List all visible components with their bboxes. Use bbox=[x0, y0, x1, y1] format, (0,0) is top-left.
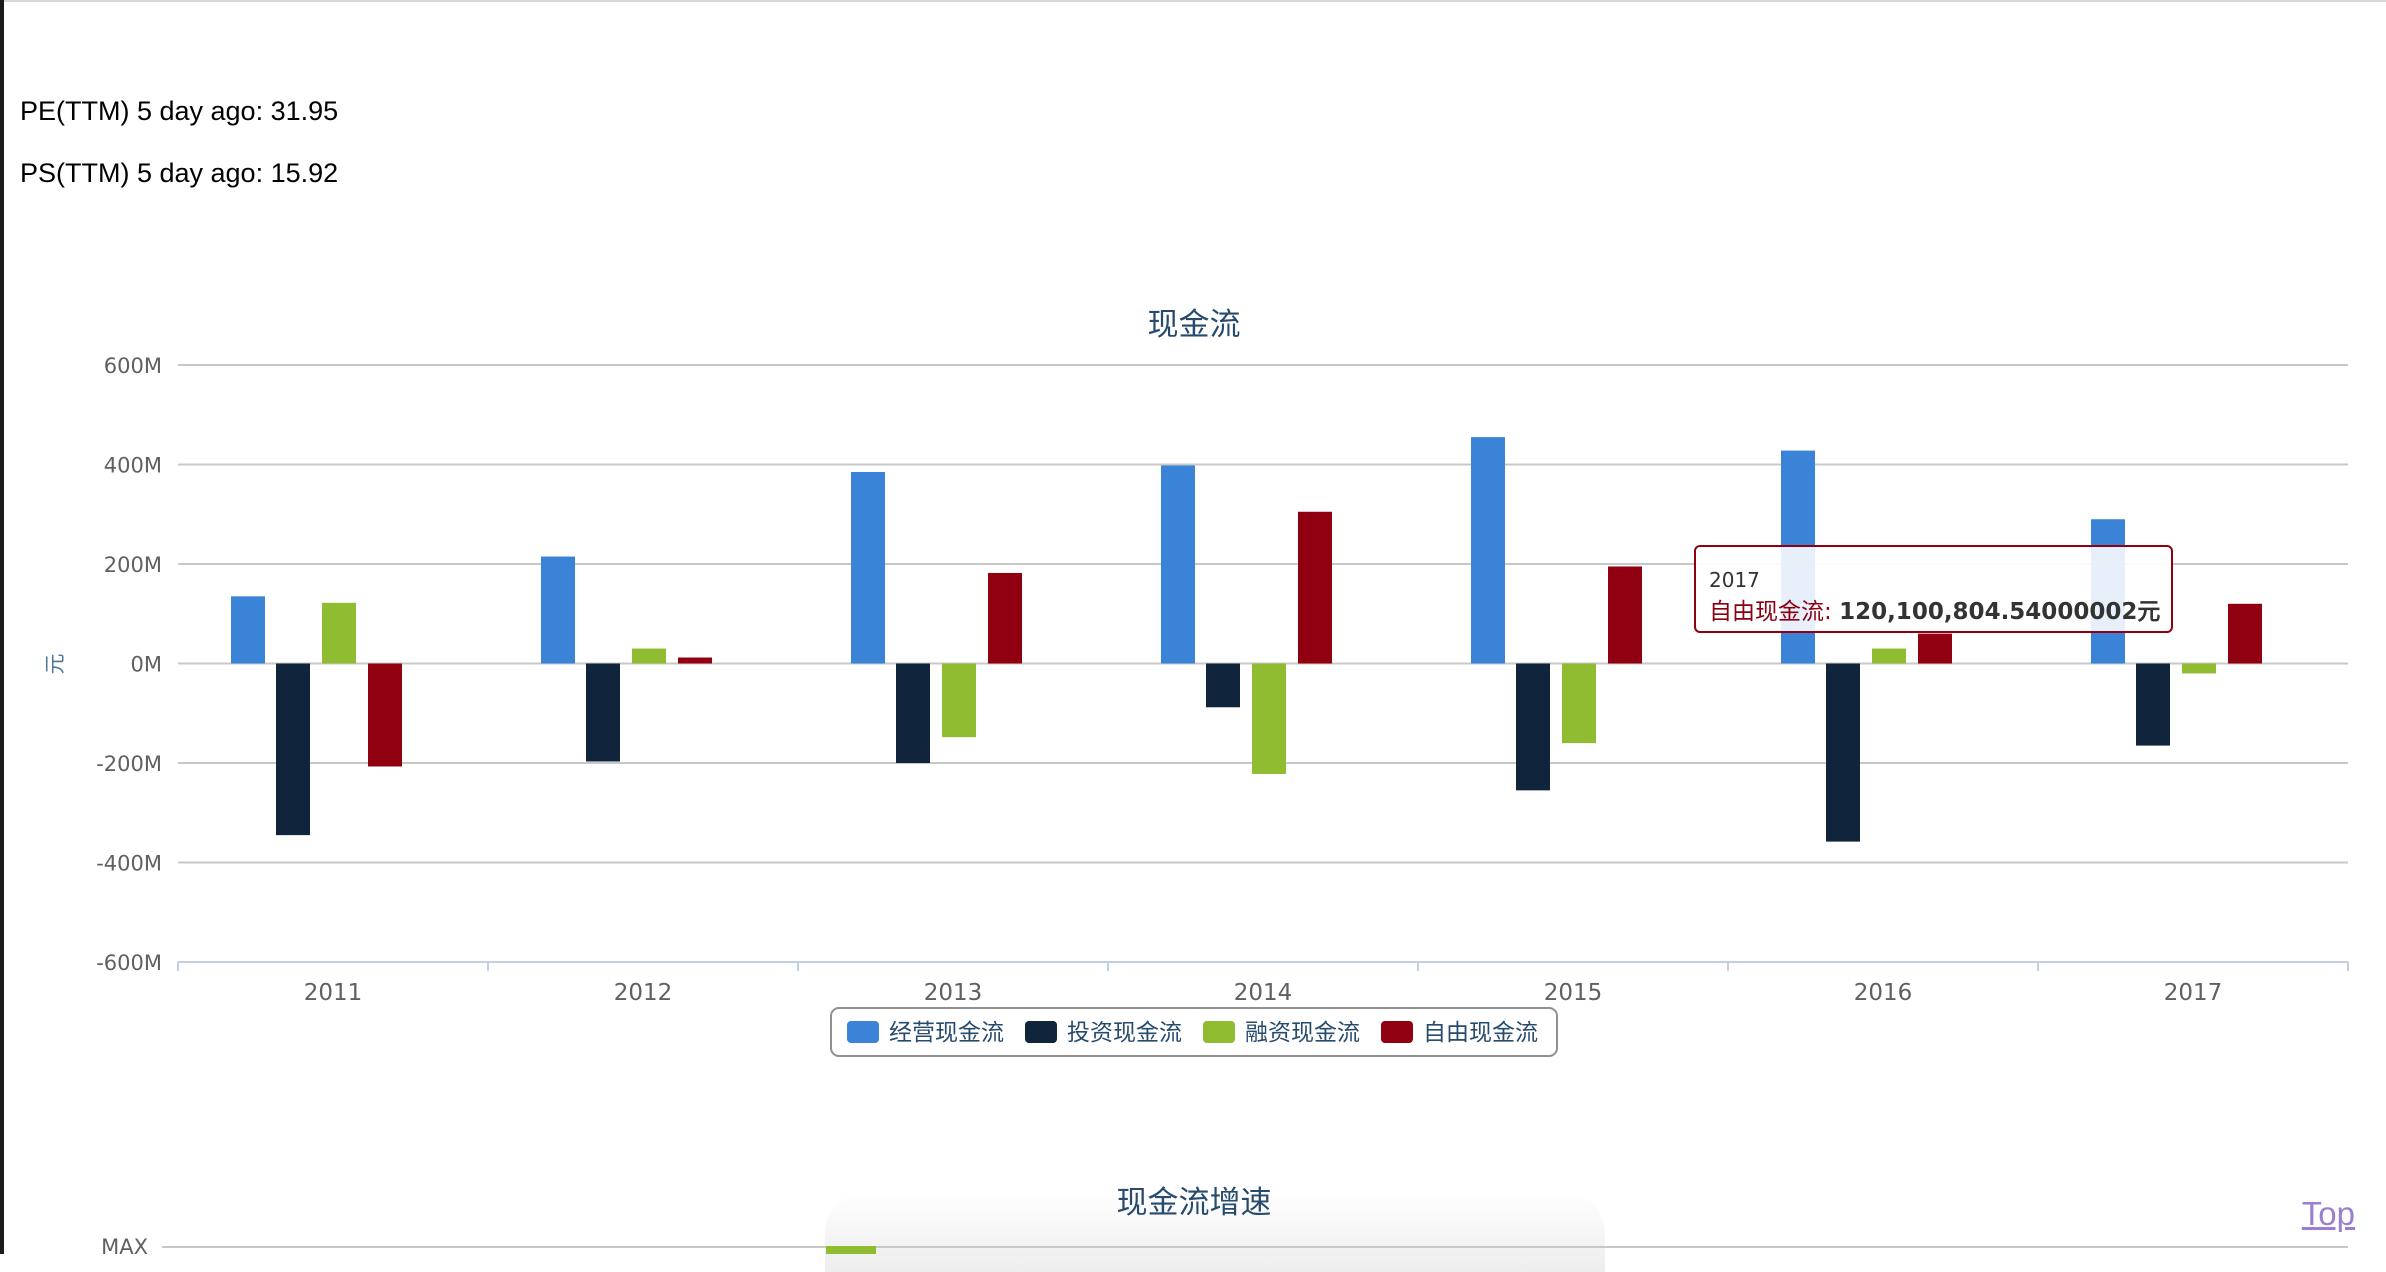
bar-2014-0 bbox=[1161, 465, 1195, 664]
y-tick-label: -200M bbox=[96, 752, 162, 776]
tooltip-value: 120,100,804.54000002元 bbox=[1839, 599, 2160, 625]
tooltip-line: 自由现金流: 120,100,804.54000002元 bbox=[1709, 599, 2160, 625]
legend-label: 自由现金流 bbox=[1423, 1020, 1538, 1046]
y-axis-label: 元 bbox=[43, 654, 67, 675]
top-link[interactable]: Top bbox=[2301, 1195, 2355, 1232]
bar-2012-2 bbox=[632, 648, 666, 664]
bar-2014-2 bbox=[1252, 663, 1286, 774]
bar-2014-1 bbox=[1206, 663, 1240, 708]
tooltip-box bbox=[1694, 545, 2173, 633]
cash-flow-chart: 现金流 600M 400M 200M 0M -200M -400M -600M 元 2011 201… bbox=[43, 307, 2349, 1057]
x-tick-label: 2017 bbox=[2164, 980, 2223, 1006]
x-tick-label: 2012 bbox=[614, 980, 673, 1006]
bar-2015-1 bbox=[1516, 663, 1550, 791]
bar-partial bbox=[826, 1246, 876, 1254]
bar-2015-0 bbox=[1471, 437, 1505, 664]
bar-2013-2 bbox=[942, 663, 976, 738]
legend-label: 投资现金流 bbox=[1067, 1020, 1182, 1046]
bar-2011-1 bbox=[276, 663, 310, 836]
y-tick-label: -400M bbox=[96, 852, 162, 876]
bar-2011-2 bbox=[322, 602, 356, 664]
legend: 经营现金流 投资现金流 融资现金流 自由现金流 bbox=[830, 1007, 1558, 1057]
legend-box bbox=[830, 1007, 1558, 1057]
y-tick-label: -600M bbox=[96, 951, 162, 975]
legend-item: 投资现金流 bbox=[1025, 1020, 1182, 1046]
tooltip: 2017 自由现金流: 120,100,804.54000002元 bbox=[1694, 545, 2173, 633]
tooltip-series-name: 自由现金流 bbox=[1709, 599, 1824, 625]
bar-2015-2 bbox=[1562, 663, 1596, 744]
bar-2015-3 bbox=[1608, 566, 1642, 664]
metrics-block: PE(TTM) 5 day ago: 31.95 PS(TTM) 5 day a… bbox=[20, 80, 338, 204]
y-tick-label: 600M bbox=[104, 354, 162, 378]
tooltip-separator: : bbox=[1824, 599, 1839, 625]
tooltip-header: 2017 bbox=[1709, 568, 1760, 592]
legend-item: 融资现金流 bbox=[1203, 1020, 1360, 1046]
bar-2017-1 bbox=[2136, 663, 2170, 746]
bar-2014-3 bbox=[1298, 511, 1332, 664]
bar-2012-3 bbox=[678, 657, 712, 664]
window-left-border bbox=[0, 0, 4, 1254]
x-tick-label: 2011 bbox=[304, 980, 363, 1006]
bar-2016-2 bbox=[1872, 648, 1906, 664]
bar-2017-3 bbox=[2228, 603, 2262, 664]
bar-2013-3 bbox=[988, 572, 1022, 664]
x-tick-label: 2013 bbox=[924, 980, 983, 1006]
bar-2012-1 bbox=[586, 663, 620, 762]
legend-label: 融资现金流 bbox=[1245, 1020, 1360, 1046]
legend-swatch bbox=[847, 1021, 879, 1043]
y-tick-label: 0M bbox=[131, 653, 162, 677]
x-tick-label: 2014 bbox=[1234, 980, 1293, 1006]
legend-swatch bbox=[1203, 1021, 1235, 1043]
bar-2011-3 bbox=[368, 663, 402, 767]
y-tick-label: MAX bbox=[101, 1235, 148, 1254]
pe-ttm-text: PE(TTM) 5 day ago: 31.95 bbox=[20, 96, 339, 126]
bar-2013-1 bbox=[896, 663, 930, 763]
legend-swatch bbox=[1025, 1021, 1057, 1043]
legend-item: 自由现金流 bbox=[1381, 1020, 1538, 1046]
x-tick-label: 2015 bbox=[1544, 980, 1603, 1006]
legend-label: 经营现金流 bbox=[889, 1020, 1004, 1046]
legend-item: 经营现金流 bbox=[847, 1020, 1004, 1046]
bar-2011-0 bbox=[231, 596, 265, 664]
legend-swatch bbox=[1381, 1021, 1413, 1043]
window-top-border bbox=[0, 0, 2386, 2]
bar-2012-0 bbox=[541, 556, 575, 664]
bar-2013-0 bbox=[851, 471, 885, 664]
y-tick-label: 200M bbox=[104, 553, 162, 577]
chart-title: 现金流 bbox=[1148, 307, 1241, 343]
x-tick-label: 2016 bbox=[1854, 980, 1913, 1006]
cash-flow-growth-chart: 现金流增速 MAX bbox=[101, 1185, 2348, 1254]
y-tick-label: 400M bbox=[104, 454, 162, 478]
bar-2016-1 bbox=[1826, 663, 1860, 842]
ps-ttm-text: PS(TTM) 5 day ago: 15.92 bbox=[20, 158, 339, 188]
bar-2016-3 bbox=[1918, 633, 1952, 664]
bar-2017-2 bbox=[2182, 663, 2216, 674]
chart-title: 现金流增速 bbox=[1117, 1185, 1272, 1221]
